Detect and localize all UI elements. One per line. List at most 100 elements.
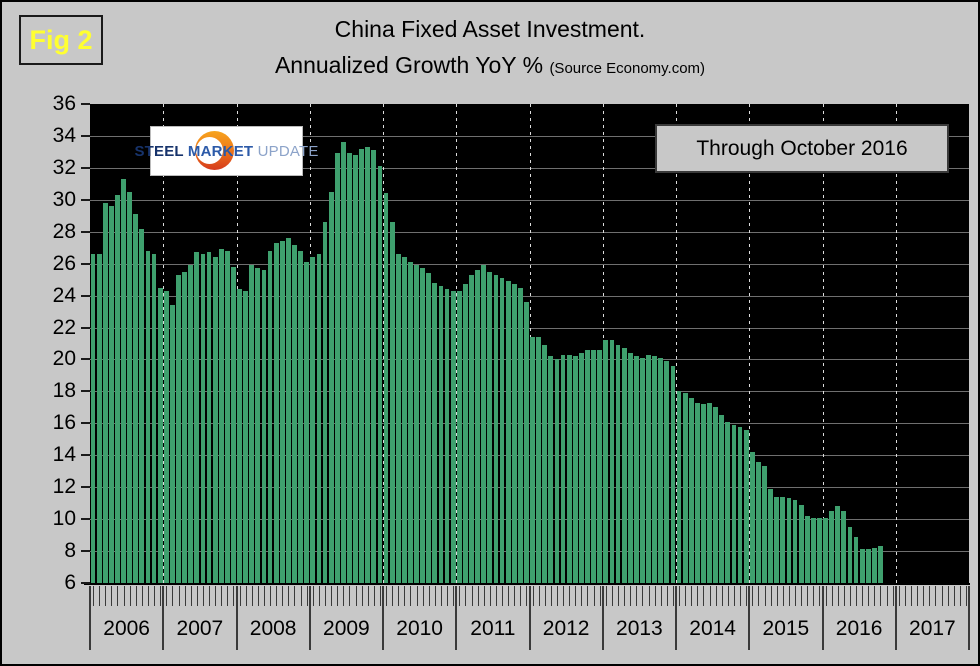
x-axis-month-tick (801, 586, 803, 606)
bar-month-55 (426, 273, 432, 583)
x-axis-year-tick (894, 586, 897, 650)
x-axis-month-tick (331, 586, 333, 606)
x-axis-month-tick (349, 586, 351, 606)
x-axis-month-tick (105, 586, 107, 606)
bar-month-11 (157, 287, 163, 583)
y-axis-label: 32 (52, 155, 76, 179)
x-axis-month-tick (440, 586, 442, 606)
x-axis-month-tick (233, 586, 235, 606)
x-axis-year-tick (968, 586, 970, 650)
x-axis-month-tick (672, 586, 674, 606)
x-axis-month-tick (373, 586, 375, 606)
y-axis-tick (81, 454, 90, 457)
bar-month-71 (524, 301, 529, 583)
bar-month-15 (182, 271, 187, 583)
bar-month-97 (682, 392, 688, 583)
x-axis-month-tick (556, 586, 558, 606)
x-axis-year-tick (455, 586, 458, 650)
x-axis-month-tick (947, 586, 949, 606)
bar-month-90 (640, 357, 645, 583)
bar-month-50 (395, 254, 401, 583)
x-axis-month-tick (294, 586, 296, 606)
x-axis-month-tick (459, 586, 461, 606)
y-axis-tick (81, 550, 90, 553)
x-axis-month-tick (898, 586, 900, 606)
bar-month-20 (212, 257, 218, 583)
bar-month-79 (572, 356, 578, 583)
bar-month-32 (285, 238, 291, 583)
bar-month-9 (145, 250, 151, 583)
bar-month-54 (420, 268, 426, 583)
bar-month-34 (298, 250, 303, 583)
bar-month-122 (835, 506, 841, 583)
x-axis-month-tick (123, 586, 125, 606)
bar-month-109 (756, 461, 761, 583)
x-axis-month-tick (538, 586, 540, 606)
bar-month-103 (719, 415, 725, 583)
x-axis-month-tick (196, 586, 198, 606)
x-axis-year-label: 2011 (470, 617, 516, 640)
bar-month-113 (780, 496, 786, 583)
x-axis-month-tick (813, 586, 815, 606)
x-axis-month-tick (257, 586, 259, 606)
figure-label-box: Fig 2 (19, 15, 103, 65)
figure-label: Fig 2 (29, 24, 93, 55)
x-axis-month-tick (410, 586, 412, 606)
x-axis-month-tick (160, 586, 162, 606)
bar-month-129 (878, 546, 883, 583)
bar-month-121 (829, 511, 835, 583)
x-axis-month-tick (965, 586, 967, 606)
bar-month-119 (817, 517, 822, 583)
x-axis-month-tick (398, 586, 400, 606)
x-axis-month-tick (239, 586, 241, 606)
bar-month-115 (792, 499, 798, 583)
x-axis-month-tick (868, 586, 870, 606)
x-axis-year-label: 2016 (835, 617, 883, 640)
bar-month-67 (499, 278, 505, 583)
x-axis-month-tick (447, 586, 449, 606)
bar-month-73 (536, 337, 542, 583)
bar-month-27 (255, 268, 261, 583)
bar-month-21 (218, 249, 224, 583)
plot-area (90, 104, 969, 583)
x-axis-year-tick (748, 586, 751, 650)
logo-text-update: UPDATE (253, 142, 319, 160)
x-axis-year-tick (308, 586, 311, 650)
x-axis-year-label: 2008 (249, 617, 297, 640)
x-axis-month-tick (929, 586, 931, 606)
bar-month-43 (353, 155, 358, 583)
x-axis-month-tick (880, 586, 882, 606)
x-axis-month-tick (520, 586, 522, 606)
bar-month-25 (243, 290, 249, 583)
x-axis-month-tick (599, 586, 601, 606)
bar-month-75 (548, 356, 554, 583)
x-axis-month-tick (300, 586, 302, 606)
bar-month-125 (853, 536, 859, 583)
bar-month-91 (646, 354, 651, 583)
x-axis-month-tick (166, 586, 168, 606)
bar-month-65 (487, 271, 493, 583)
bar-month-12 (163, 290, 169, 583)
y-axis-tick (81, 294, 90, 297)
bar-month-35 (304, 262, 310, 583)
bar-month-57 (438, 286, 444, 583)
bar-month-70 (517, 287, 523, 583)
x-axis-year-label: 2015 (762, 617, 810, 640)
x-axis-month-tick (807, 586, 809, 606)
x-axis-month-tick (727, 586, 729, 606)
x-axis-month-tick (770, 586, 772, 606)
x-axis-month-tick (312, 586, 314, 606)
bar-month-61 (463, 284, 468, 583)
x-axis-month-tick (215, 586, 217, 606)
x-axis-month-tick (489, 586, 491, 606)
x-axis-month-tick (404, 586, 406, 606)
x-axis-month-tick (99, 586, 101, 606)
bar-month-93 (658, 357, 664, 583)
x-axis-month-tick (892, 586, 894, 606)
x-axis-month-tick (935, 586, 937, 606)
x-axis-month-tick (624, 586, 626, 606)
x-axis-month-tick (666, 586, 668, 606)
x-axis-month-tick (465, 586, 467, 606)
x-axis-month-tick (843, 586, 845, 606)
x-axis-month-tick (276, 586, 278, 606)
